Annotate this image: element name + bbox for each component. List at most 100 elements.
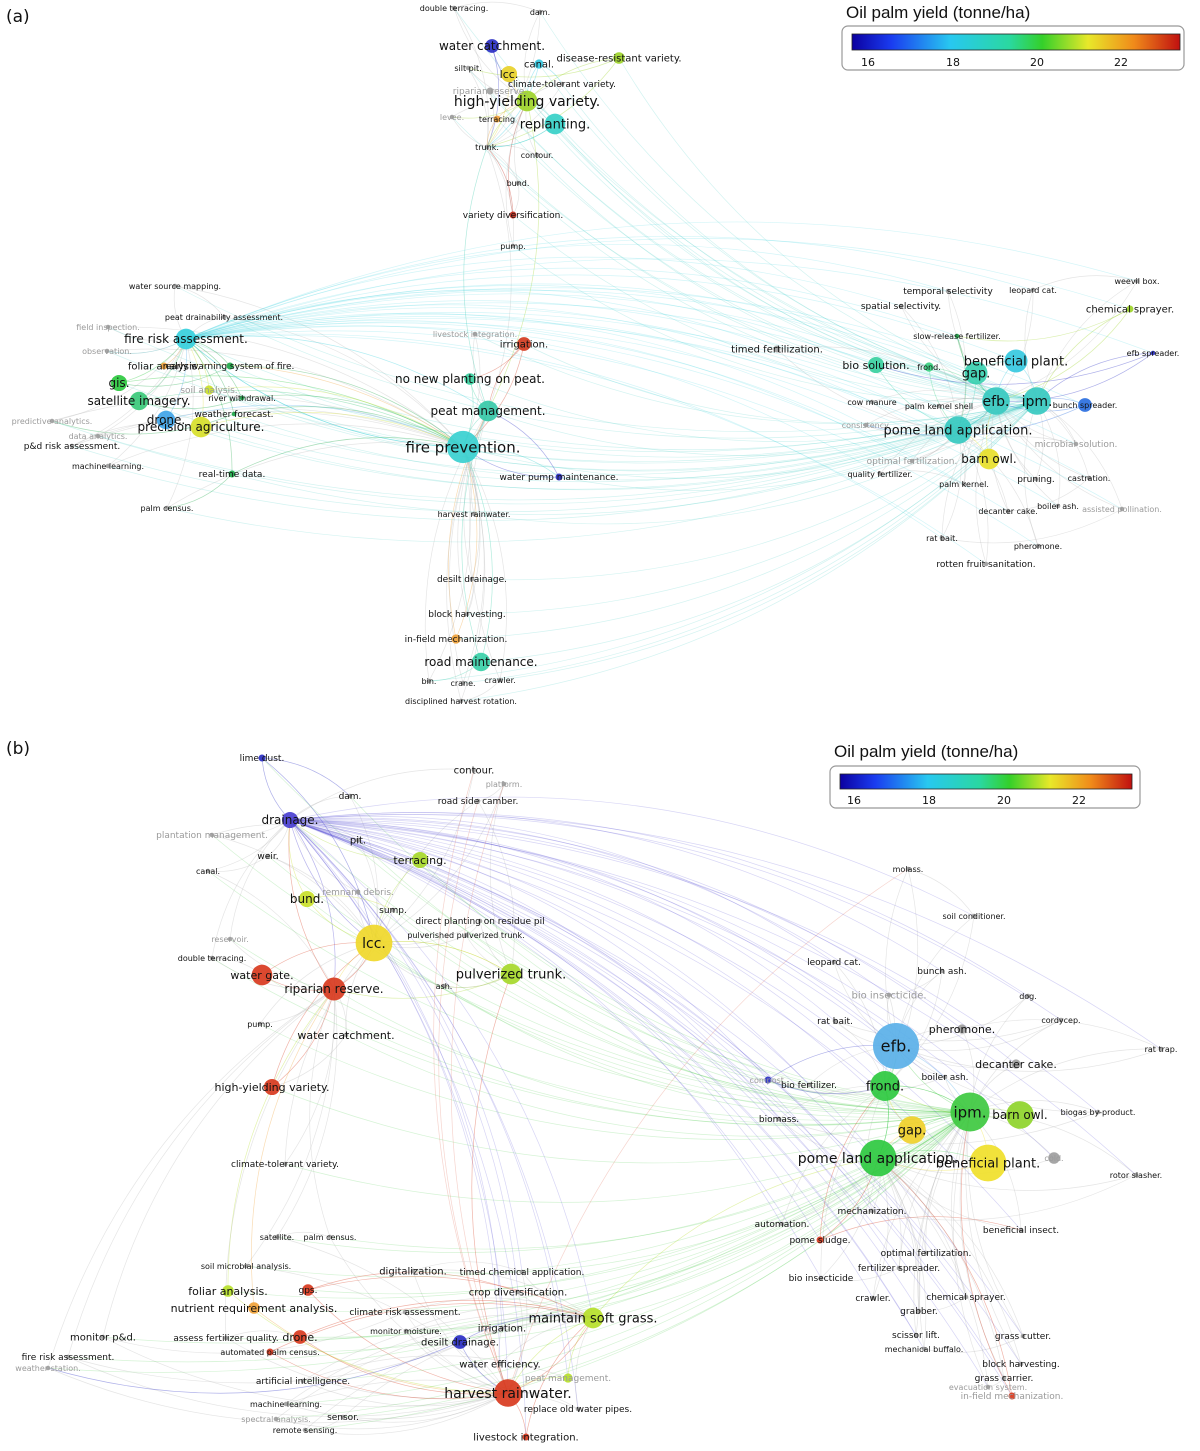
network-edge xyxy=(307,1276,594,1319)
network-edge xyxy=(911,436,1077,462)
keyword-label: disciplined harvest rotation. xyxy=(405,697,517,706)
network-edge xyxy=(208,389,1038,471)
network-edge xyxy=(185,238,1131,340)
keyword-label: pruning. xyxy=(1017,475,1055,485)
network-edge xyxy=(304,1416,344,1431)
network-edge xyxy=(276,1111,971,1253)
network-edge xyxy=(879,470,965,485)
keyword-node xyxy=(243,1263,249,1269)
network-edge xyxy=(477,800,515,975)
keyword-label: in-field mechanization. xyxy=(405,635,508,645)
network-edge xyxy=(526,57,620,102)
keyword-node xyxy=(1011,1059,1021,1069)
network-edge xyxy=(185,333,943,539)
keyword-node xyxy=(983,561,989,567)
keyword-node xyxy=(954,333,960,339)
keyword-label: canal. xyxy=(196,867,220,876)
network-edge xyxy=(460,679,501,702)
network-edge xyxy=(289,819,810,1086)
network-edge xyxy=(451,116,1038,402)
network-edge xyxy=(486,11,541,148)
nodes-a xyxy=(49,5,1156,704)
keyword-label: real-time data. xyxy=(199,470,266,480)
keyword-node xyxy=(390,907,396,913)
keyword-label: lcc. xyxy=(362,936,386,952)
network-edge xyxy=(767,1076,946,1095)
keyword-label: water catchment. xyxy=(439,39,545,53)
network-edge xyxy=(820,1267,900,1282)
network-edge xyxy=(995,280,1138,402)
network-edge xyxy=(969,1048,1162,1113)
keyword-node xyxy=(471,511,477,517)
network-edge xyxy=(289,812,1029,997)
keyword-node xyxy=(1035,543,1041,549)
network-edge xyxy=(185,312,867,426)
network-edge xyxy=(185,330,1039,547)
network-edge xyxy=(289,819,359,893)
keyword-label: dam. xyxy=(339,792,362,802)
keyword-label: timed fertilization. xyxy=(731,345,823,356)
network-edge xyxy=(834,1019,1062,1042)
network-edge xyxy=(345,1034,971,1137)
network-edge xyxy=(917,1111,971,1312)
network-edge xyxy=(289,819,783,1225)
keyword-node xyxy=(1005,508,1011,514)
keyword-node xyxy=(160,362,168,370)
keyword-label: timed chemical application. xyxy=(460,1268,585,1278)
network-edge xyxy=(102,1311,406,1354)
keyword-label: consistency. xyxy=(842,421,891,430)
network-edge xyxy=(269,1111,971,1353)
keyword-node xyxy=(582,1307,604,1329)
keyword-node xyxy=(499,1325,505,1331)
network-edge xyxy=(102,988,335,1338)
network-edge xyxy=(271,1086,971,1164)
keyword-node xyxy=(896,1265,902,1271)
keyword-node xyxy=(248,1302,260,1314)
keyword-label: predictive analytics. xyxy=(12,417,93,426)
network-edge xyxy=(276,1231,331,1238)
network-edge xyxy=(185,338,464,448)
network-edge xyxy=(1036,308,1131,402)
keyword-label: bunch ash. xyxy=(917,967,966,977)
network-edge xyxy=(956,308,1131,342)
keyword-label: crawler. xyxy=(484,676,515,685)
keyword-label: replace old water pipes. xyxy=(524,1405,632,1415)
network-edge xyxy=(405,1111,971,1332)
keyword-label: no new planting on peat. xyxy=(395,372,545,386)
keyword-node xyxy=(105,463,111,469)
keyword-label: pome land application. xyxy=(883,424,1032,439)
network-edge xyxy=(1024,289,1038,402)
keyword-label: climate risk assessment. xyxy=(349,1308,460,1318)
keyword-label: road side camber. xyxy=(438,797,519,807)
keyword-label: rotor slasher. xyxy=(1110,1171,1162,1180)
network-edge xyxy=(241,397,1038,472)
network-edge xyxy=(776,346,997,402)
network-edge xyxy=(106,350,1038,462)
network-edge xyxy=(302,1380,509,1407)
network-edge xyxy=(412,1261,523,1273)
network-edge xyxy=(185,313,990,460)
keyword-node xyxy=(302,1427,308,1433)
keyword-label: weather forecast. xyxy=(194,410,273,420)
network-edge xyxy=(486,146,1038,402)
network-edge xyxy=(289,814,1062,1021)
keyword-node xyxy=(464,611,470,617)
keyword-node xyxy=(1126,305,1134,313)
network-edge xyxy=(185,321,1059,507)
keyword-label: pome sludge. xyxy=(789,1236,850,1246)
network-edge xyxy=(900,305,959,431)
network-edge xyxy=(166,400,1038,543)
keyword-node xyxy=(251,964,273,986)
keyword-node xyxy=(263,1078,281,1096)
network-edge xyxy=(525,1317,594,1438)
network-edge xyxy=(289,819,1017,1065)
network-edge xyxy=(289,819,900,1269)
network-edge xyxy=(166,473,233,509)
keyword-label: desilt drainage. xyxy=(437,575,507,585)
keyword-node xyxy=(494,1379,522,1407)
keyword-label: direct planting on residue pil xyxy=(415,917,544,927)
network-edge xyxy=(285,1392,509,1420)
network-edge xyxy=(486,146,512,412)
keyword-label: drainage. xyxy=(261,813,318,827)
keyword-label: gap. xyxy=(962,367,991,382)
